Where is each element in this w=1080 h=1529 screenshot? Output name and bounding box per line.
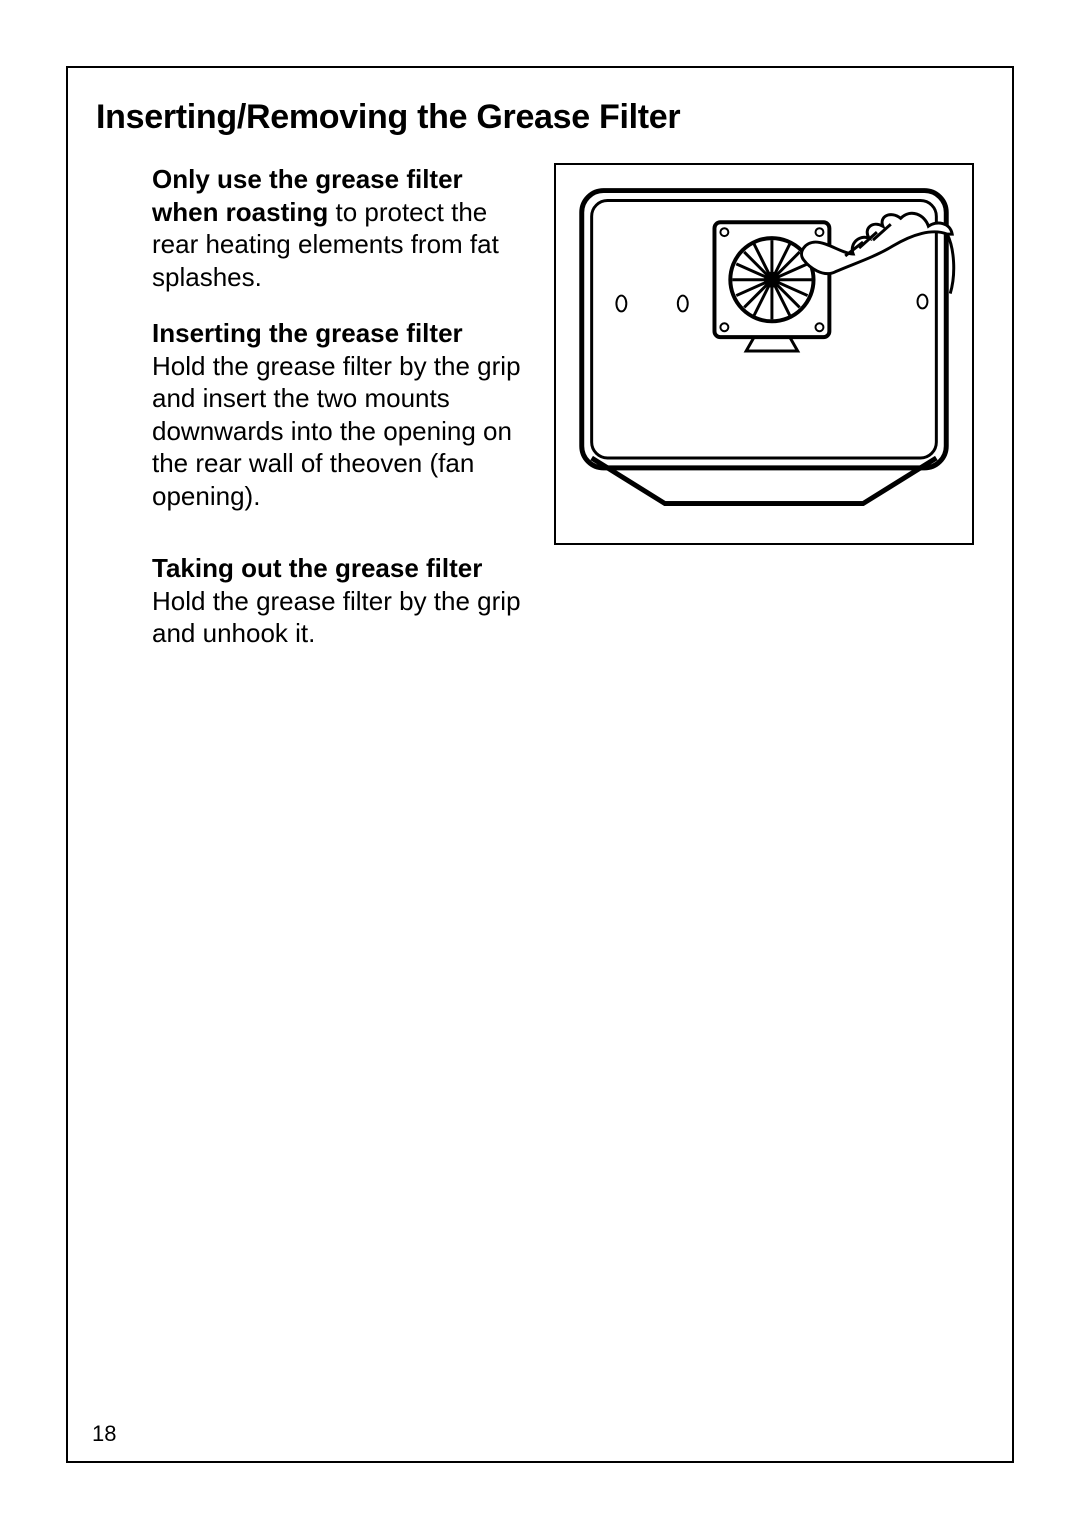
page-number: 18 (92, 1421, 116, 1447)
text-column: Only use the grease filter when roasting… (96, 163, 526, 690)
removing-subhead: Taking out the grease filter (152, 552, 526, 585)
oven-grease-filter-illustration (554, 163, 974, 545)
figure-column (554, 163, 984, 545)
inserting-subhead: Inserting the grease filter (152, 317, 526, 350)
section-removing: Taking out the grease filter Hold the gr… (152, 552, 526, 650)
oven-diagram-icon (556, 163, 972, 545)
page-title: Inserting/Removing the Grease Filter (96, 98, 984, 137)
page-border: Inserting/Removing the Grease Filter Onl… (66, 66, 1014, 1463)
inserting-body: Hold the grease filter by the grip and i… (152, 350, 526, 513)
removing-body: Hold the grease filter by the grip and u… (152, 585, 526, 650)
two-column-layout: Only use the grease filter when roasting… (96, 163, 984, 690)
section-inserting: Inserting the grease filter Hold the gre… (152, 317, 526, 512)
page-content: Inserting/Removing the Grease Filter Onl… (68, 68, 1012, 690)
intro-paragraph: Only use the grease filter when roasting… (152, 163, 526, 293)
